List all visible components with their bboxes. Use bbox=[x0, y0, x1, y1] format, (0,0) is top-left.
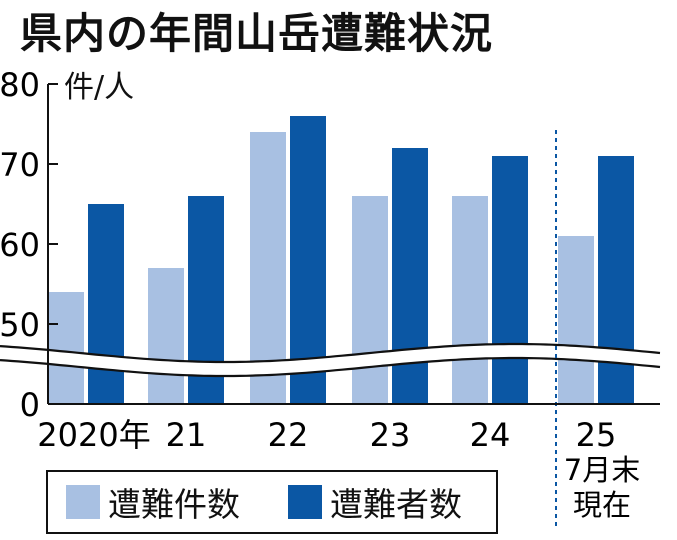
bar-persons bbox=[598, 156, 634, 404]
legend-label: 遭難件数 bbox=[108, 485, 240, 524]
axis-break-band bbox=[0, 344, 660, 376]
bar-incidents bbox=[250, 132, 286, 404]
bar-persons bbox=[492, 156, 528, 404]
bar-incidents bbox=[452, 196, 488, 404]
bar-persons bbox=[88, 204, 124, 404]
note-line: 7月末 bbox=[564, 453, 640, 487]
y-tick-label: 60 bbox=[0, 226, 40, 264]
unit-label: 件/人 bbox=[64, 70, 135, 105]
x-tick-label: 22 bbox=[268, 416, 309, 454]
legend: 遭難件数 遭難者数 bbox=[46, 470, 498, 534]
y-tick-label: 70 bbox=[0, 146, 40, 184]
legend-swatch bbox=[66, 485, 100, 519]
bar-incidents bbox=[558, 236, 594, 404]
x-tick-label: 2020年 bbox=[37, 416, 150, 454]
axis-break-line bbox=[0, 342, 661, 364]
x-tick-label: 23 bbox=[370, 416, 411, 454]
bar-persons bbox=[392, 148, 428, 404]
bar-persons bbox=[290, 116, 326, 404]
x-tick-label: 24 bbox=[470, 416, 511, 454]
x-tick-label: 21 bbox=[166, 416, 207, 454]
y-tick-label: 0 bbox=[20, 386, 40, 424]
bar-incidents bbox=[48, 292, 84, 404]
y-tick-label: 80 bbox=[0, 66, 40, 104]
chart-title: 県内の年間山岳遭難状況 bbox=[20, 9, 494, 58]
bar-incidents bbox=[352, 196, 388, 404]
x-tick-label: 25 bbox=[576, 416, 617, 454]
y-tick-label: 50 bbox=[0, 306, 40, 344]
legend-swatch bbox=[288, 485, 322, 519]
bar-incidents bbox=[148, 268, 184, 404]
legend-label: 遭難者数 bbox=[330, 485, 462, 524]
note-line: 現在 bbox=[573, 488, 631, 522]
legend-item-incidents: 遭難件数 bbox=[66, 482, 240, 524]
axis-break-line bbox=[0, 356, 661, 378]
legend-item-persons: 遭難者数 bbox=[288, 482, 462, 524]
